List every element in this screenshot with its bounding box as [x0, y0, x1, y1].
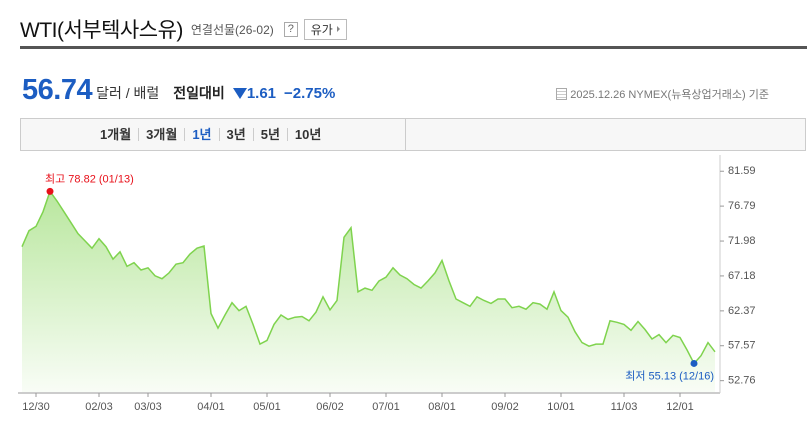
- period-tab[interactable]: 3개월: [138, 128, 184, 141]
- note: 2025.12.26 NYMEX(뉴욕상업거래소) 기준: [556, 86, 769, 102]
- note-icon: [556, 88, 568, 100]
- y-tick-label: 81.59: [728, 165, 756, 177]
- x-tick-label: 06/02: [316, 401, 344, 413]
- x-tick-label: 05/01: [253, 401, 281, 413]
- subtitle: 연결선물(26-02): [190, 22, 274, 37]
- annotation: 최고 78.82 (01/13): [45, 172, 134, 185]
- change: 1.61: [246, 84, 277, 102]
- arrow: [336, 26, 340, 32]
- period-tab[interactable]: 10년: [286, 128, 328, 141]
- y-tick-label: 71.98: [728, 235, 756, 247]
- x-tick-label: 04/01: [197, 401, 225, 413]
- annotation: 최저 55.13 (12/16): [625, 369, 714, 382]
- extreme-point: [46, 187, 54, 195]
- quote: 56.74 달러 / 배럴 전일대비 1.61 −2.75% 2025.12.2…: [22, 70, 769, 110]
- price: 56.74: [22, 73, 93, 106]
- period-tab[interactable]: 5년: [252, 128, 287, 141]
- period-tab[interactable]: 1개월: [100, 127, 132, 142]
- y-tick-label: 57.57: [728, 340, 756, 352]
- change-pct: −2.75%: [284, 84, 336, 102]
- x-tick-label: 10/01: [547, 401, 575, 413]
- x-tick-label: 02/03: [85, 401, 113, 413]
- extreme-point: [690, 359, 698, 367]
- unit: 달러 / 배럴: [96, 85, 160, 101]
- oil-button[interactable]: 유가: [303, 18, 347, 40]
- y-tick-label: 76.79: [728, 200, 756, 212]
- chart: 81.59 76.79 71.98 67.18 62.37 57.57 52.76 12/30…: [18, 155, 756, 413]
- title: WTI(서부텍사스유): [20, 19, 183, 42]
- x-tick-label: 09/02: [491, 401, 519, 413]
- x-tick-label: 12/30: [22, 401, 50, 413]
- x-tick-label: 07/01: [372, 401, 400, 413]
- y-tick-label: 67.18: [728, 270, 756, 282]
- x-tick-label: 03/03: [134, 401, 162, 413]
- header: WTI(서부텍사스유) 연결선물(26-02) ? 유가: [20, 12, 807, 49]
- y-tick-label: 62.37: [728, 305, 756, 317]
- y-tick-label: 52.76: [728, 375, 756, 387]
- help-button[interactable]: ?: [283, 21, 298, 37]
- button-label: 유가: [310, 22, 333, 37]
- price-line: [21, 189, 716, 365]
- x-tick-label: 11/03: [611, 401, 638, 413]
- down-arrow: [232, 87, 247, 99]
- period-tab[interactable]: 3년: [218, 128, 253, 141]
- change-label: 전일대비: [173, 85, 225, 101]
- tab-list: 1개월 3개월 1년 3년 5년 10년: [21, 119, 406, 150]
- x-tick-label: 08/01: [428, 401, 456, 413]
- area-fill: [22, 191, 715, 392]
- note-text: 2025.12.26 NYMEX(뉴욕상업거래소) 기준: [570, 89, 769, 101]
- period-tab[interactable]: 1년: [184, 128, 218, 141]
- x-tick-label: 12/01: [666, 401, 694, 413]
- tab-bar: 1개월 3개월 1년 3년 5년 10년: [20, 118, 806, 151]
